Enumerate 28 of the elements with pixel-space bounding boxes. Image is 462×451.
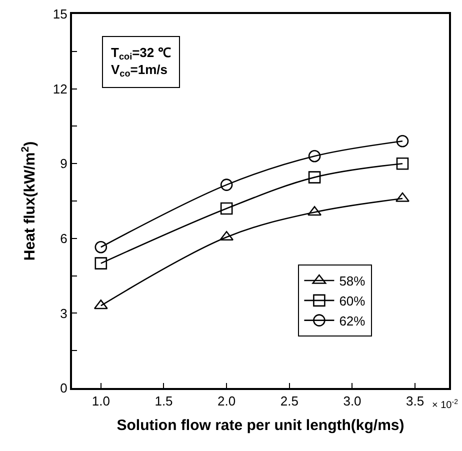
- y-tick-label: 3: [60, 306, 68, 321]
- x-axis-title: Solution flow rate per unit length(kg/ms): [116, 417, 404, 434]
- point: [220, 178, 233, 191]
- legend-label: 62%: [339, 313, 366, 328]
- y-tick-label: 9: [60, 156, 68, 172]
- y-tick-label: 6: [60, 230, 68, 246]
- point: [308, 171, 321, 184]
- point: [396, 135, 409, 148]
- y-tick-label: 15: [52, 6, 68, 22]
- point: [396, 192, 410, 202]
- x-tick-label: 2.5: [280, 394, 298, 409]
- x-tick-label: 3.5: [406, 394, 424, 409]
- y-tick-label: 12: [52, 81, 68, 96]
- x-tick-label: 1.0: [92, 394, 110, 409]
- text: × 10$^{-2}$: [432, 399, 458, 412]
- legend-label: 58%: [339, 274, 366, 289]
- x-tick-label: 1.5: [154, 394, 173, 409]
- legend-label: 60%: [339, 294, 366, 308]
- point: [308, 150, 321, 162]
- point: [94, 240, 108, 254]
- x-tick-label: 2.0: [218, 394, 236, 409]
- point: [94, 257, 108, 270]
- x-tick-label: 3.0: [343, 394, 362, 409]
- point: [396, 157, 409, 170]
- annotation: V$_{co}$=1m/s: [111, 62, 168, 79]
- point: [220, 202, 233, 215]
- y-tick-label: 0: [60, 380, 68, 396]
- annotation: T$_{coi}$=32 ℃: [111, 45, 171, 62]
